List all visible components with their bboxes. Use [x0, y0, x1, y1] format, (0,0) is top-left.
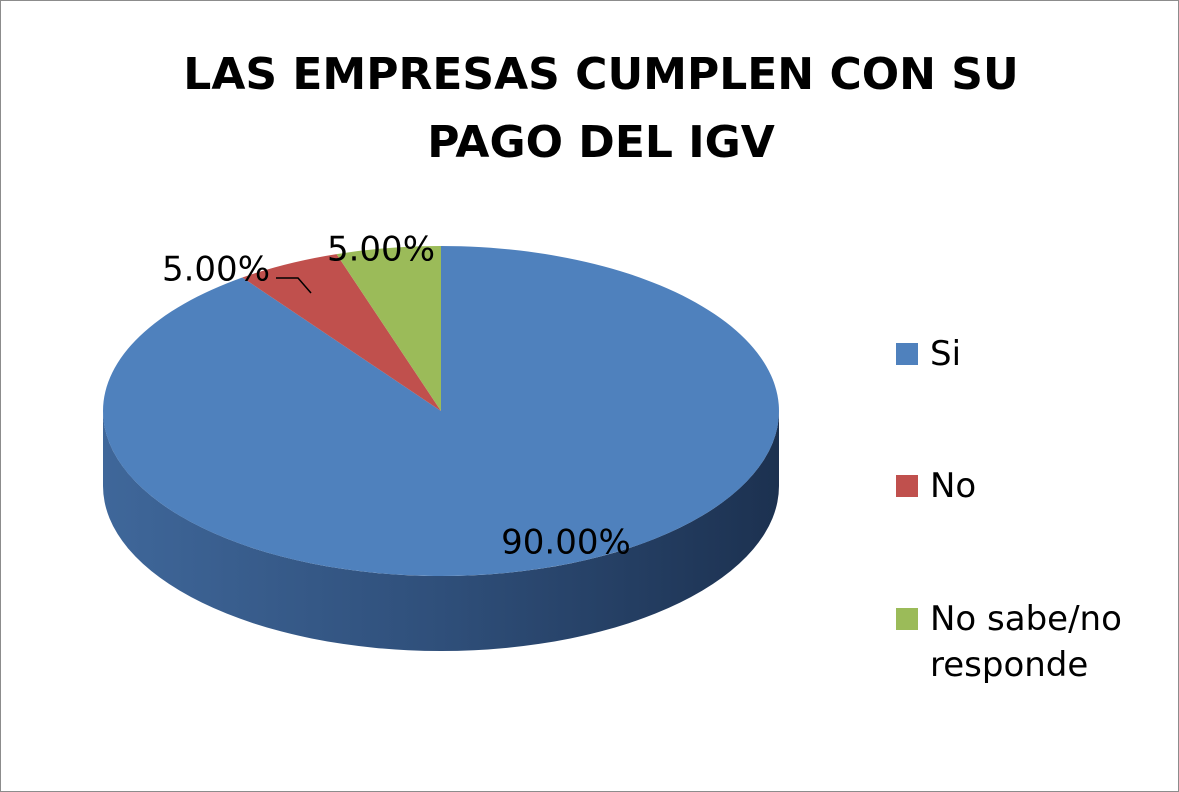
pie-slice: [103, 246, 780, 576]
pie-slice: [336, 246, 441, 411]
data-label: 90.00%: [501, 523, 631, 563]
pie-slice: [242, 254, 441, 411]
legend-swatch: [896, 475, 918, 497]
data-label: 5.00%: [327, 230, 435, 270]
legend-swatch: [896, 343, 918, 365]
legend-label: No: [930, 466, 977, 506]
legend-label: No sabe/no responde: [930, 599, 1122, 685]
legend-label: Si: [930, 334, 962, 374]
pie-side: [103, 411, 779, 651]
data-label: 5.00%: [162, 250, 270, 290]
leader-line: [276, 277, 312, 294]
legend-swatch: [896, 608, 918, 630]
chart-title: LAS EMPRESAS CUMPLEN CON SU PAGO DEL IGV: [183, 49, 1019, 168]
